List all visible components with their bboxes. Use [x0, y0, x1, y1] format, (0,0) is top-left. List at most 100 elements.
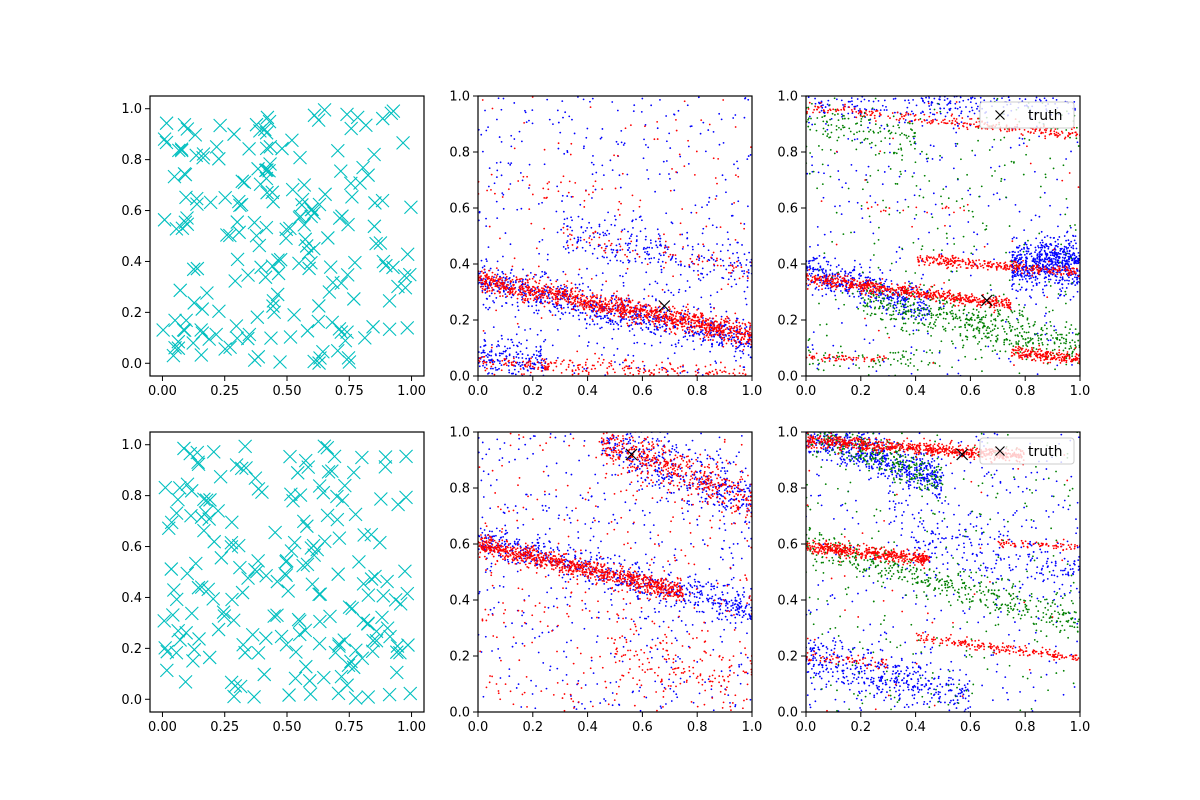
point-blue [704, 339, 706, 341]
point-blue [1020, 253, 1023, 256]
point-red [572, 308, 575, 311]
point-blue [525, 339, 528, 342]
point-red [693, 313, 695, 316]
point-blue [677, 339, 680, 342]
point-blue [747, 98, 750, 101]
point-blue [592, 294, 594, 296]
point-blue [589, 235, 591, 237]
point-blue [743, 272, 745, 275]
point-blue [609, 159, 612, 162]
point-red [480, 281, 482, 284]
point-blue [1059, 288, 1061, 291]
point-red [674, 317, 677, 320]
point-blue [1016, 246, 1018, 249]
point-blue [546, 301, 549, 304]
point-blue [1015, 289, 1018, 292]
point-blue [991, 146, 994, 148]
point-red [733, 339, 736, 341]
point-red [554, 292, 557, 295]
point-red [533, 273, 536, 276]
point-red [695, 211, 698, 214]
point-blue [679, 155, 682, 158]
point-blue [809, 245, 811, 248]
point-red [603, 307, 606, 310]
point-red [727, 339, 730, 342]
point-blue [489, 367, 492, 370]
point-blue [954, 347, 957, 349]
point-red [606, 312, 608, 315]
point-red [666, 374, 669, 376]
point-red [572, 296, 575, 299]
point-blue [543, 273, 546, 276]
point-red [719, 361, 722, 364]
point-blue [671, 222, 674, 225]
point-blue [1038, 98, 1041, 101]
point-red [708, 334, 711, 336]
point-red [708, 328, 711, 331]
point-blue [1068, 260, 1070, 263]
point-blue [687, 320, 690, 323]
point-blue [677, 109, 680, 112]
point-blue [1071, 331, 1074, 334]
point-red [664, 240, 667, 243]
point-blue [593, 323, 596, 326]
point-red [611, 310, 614, 313]
point-blue [1073, 252, 1076, 255]
point-blue [949, 100, 952, 103]
point-blue [721, 174, 724, 177]
point-red [670, 313, 673, 316]
point-red [529, 363, 532, 365]
point-blue [627, 354, 630, 357]
point-blue [1014, 251, 1016, 254]
point-red [610, 296, 613, 299]
point-red [577, 297, 580, 300]
point-blue [511, 303, 514, 306]
point-red [711, 370, 714, 373]
point-red [686, 327, 688, 330]
point-red [618, 200, 621, 203]
point-blue [1030, 219, 1033, 222]
point-blue [920, 97, 923, 100]
point-red [700, 328, 702, 331]
point-red [629, 124, 632, 127]
point-blue [546, 253, 549, 256]
point-blue [1035, 282, 1038, 285]
point-blue [725, 268, 728, 271]
point-blue [505, 355, 508, 358]
point-blue [898, 121, 901, 124]
point-blue [1063, 245, 1066, 248]
point-cyan-x [275, 141, 289, 156]
point-red [594, 305, 597, 308]
point-red [729, 336, 732, 339]
point-red [578, 368, 580, 371]
x-tick-label: 1.0 [742, 384, 763, 399]
point-red [718, 332, 721, 334]
point-red [638, 316, 640, 318]
point-blue [1061, 269, 1064, 271]
point-red [719, 322, 722, 325]
point-blue [1064, 263, 1067, 266]
point-blue [630, 324, 633, 326]
point-red [570, 289, 573, 291]
point-blue [491, 372, 494, 375]
point-blue [1012, 253, 1015, 256]
point-red [712, 317, 715, 320]
point-red [739, 328, 742, 331]
point-blue [596, 232, 599, 234]
point-blue [711, 342, 713, 345]
point-blue [589, 289, 592, 292]
x-tick-label: 0.75 [335, 384, 364, 399]
point-red [543, 294, 546, 297]
point-blue [900, 299, 903, 301]
y-tick-label: 0.4 [449, 258, 470, 273]
point-blue [915, 316, 918, 319]
point-red [501, 279, 504, 282]
point-blue [702, 339, 705, 342]
point-red [723, 339, 725, 342]
point-blue [834, 205, 836, 208]
point-red [617, 298, 620, 301]
point-blue [747, 345, 750, 348]
point-blue [596, 312, 598, 315]
point-blue [602, 317, 605, 320]
point-blue [585, 136, 588, 139]
